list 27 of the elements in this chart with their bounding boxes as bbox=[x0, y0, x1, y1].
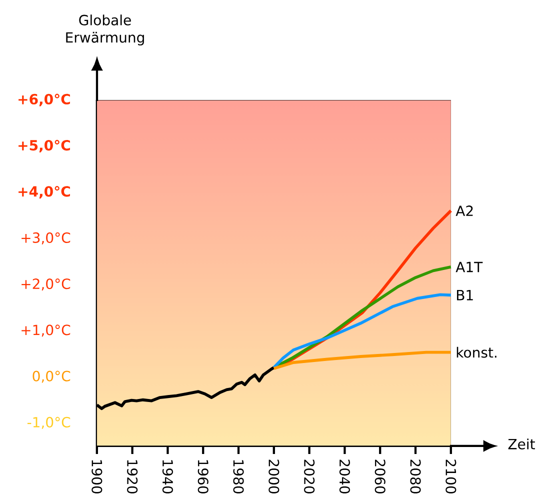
x-tick-label: 1900 bbox=[92, 460, 102, 494]
y-tick-label: +5,0°C bbox=[18, 140, 70, 152]
y-tick-label: +3,0°C bbox=[22, 232, 70, 244]
y-tick-label: +2,0°C bbox=[22, 278, 70, 291]
x-tick-label: 2040 bbox=[339, 460, 350, 494]
y-tick-label: +6,0°C bbox=[18, 94, 70, 106]
x-tick-label: 2020 bbox=[304, 460, 315, 494]
x-axis-title: Zeit bbox=[508, 438, 535, 450]
y-tick-label: 0,0°C bbox=[32, 370, 70, 383]
series-label: B1 bbox=[457, 290, 473, 300]
series-label: A2 bbox=[456, 206, 473, 216]
x-tick-label: 2000 bbox=[268, 460, 280, 494]
series-label: A1T bbox=[456, 262, 483, 272]
x-tick-label: 1960 bbox=[198, 460, 208, 494]
x-tick-label: 2080 bbox=[410, 460, 421, 494]
line-series bbox=[272, 293, 452, 370]
x-tick-label: 2100 bbox=[446, 460, 456, 494]
line-series bbox=[272, 350, 452, 370]
y-axis-title: Globale Erwärmung bbox=[66, 14, 144, 46]
x-tick-label: 2060 bbox=[374, 460, 386, 494]
x-tick-label: 1920 bbox=[127, 460, 138, 494]
y-tick-label: -1,0°C bbox=[27, 416, 70, 429]
y-tick-label: +4,0°C bbox=[18, 186, 70, 198]
x-tick-label: 1940 bbox=[162, 460, 174, 494]
series-label: konst. bbox=[456, 346, 496, 358]
x-tick-label: 1980 bbox=[233, 460, 244, 494]
y-tick-label: +1,0°C bbox=[22, 324, 70, 337]
